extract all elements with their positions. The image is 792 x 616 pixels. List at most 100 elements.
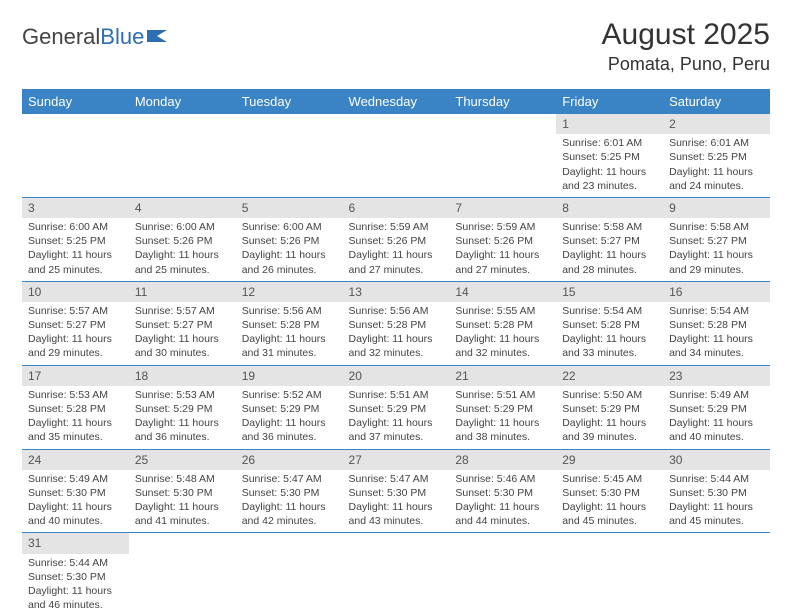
day-number: 9 [663,198,770,218]
daylight-text: Daylight: 11 hours [135,248,230,262]
daylight-text: and 27 minutes. [349,263,444,277]
day-content: Sunrise: 5:57 AMSunset: 5:27 PMDaylight:… [129,302,236,365]
sunset-text: Sunset: 5:28 PM [455,318,550,332]
sunset-text: Sunset: 5:29 PM [242,402,337,416]
calendar-cell: 31Sunrise: 5:44 AMSunset: 5:30 PMDayligh… [22,533,129,616]
day-content: Sunrise: 5:56 AMSunset: 5:28 PMDaylight:… [236,302,343,365]
sunset-text: Sunset: 5:29 PM [669,402,764,416]
daylight-text: Daylight: 11 hours [349,248,444,262]
daylight-text: and 32 minutes. [455,346,550,360]
calendar-cell: 17Sunrise: 5:53 AMSunset: 5:28 PMDayligh… [22,365,129,449]
calendar-cell: 16Sunrise: 5:54 AMSunset: 5:28 PMDayligh… [663,281,770,365]
calendar-week-row: 24Sunrise: 5:49 AMSunset: 5:30 PMDayligh… [22,449,770,533]
weekday-header: Monday [129,89,236,114]
sunset-text: Sunset: 5:30 PM [242,486,337,500]
daylight-text: Daylight: 11 hours [135,416,230,430]
sunset-text: Sunset: 5:29 PM [349,402,444,416]
daylight-text: Daylight: 11 hours [135,500,230,514]
sunset-text: Sunset: 5:28 PM [28,402,123,416]
weekday-header: Friday [556,89,663,114]
daylight-text: and 33 minutes. [562,346,657,360]
header: GeneralBlue August 2025 Pomata, Puno, Pe… [22,18,770,75]
day-content: Sunrise: 5:45 AMSunset: 5:30 PMDaylight:… [556,470,663,533]
daylight-text: and 45 minutes. [669,514,764,528]
calendar-cell: 22Sunrise: 5:50 AMSunset: 5:29 PMDayligh… [556,365,663,449]
daylight-text: and 26 minutes. [242,263,337,277]
day-number: 16 [663,282,770,302]
daylight-text: and 45 minutes. [562,514,657,528]
daylight-text: Daylight: 11 hours [135,332,230,346]
day-content: Sunrise: 6:00 AMSunset: 5:25 PMDaylight:… [22,218,129,281]
daylight-text: and 27 minutes. [455,263,550,277]
calendar-cell [129,533,236,616]
day-content: Sunrise: 5:53 AMSunset: 5:28 PMDaylight:… [22,386,129,449]
daylight-text: Daylight: 11 hours [242,500,337,514]
calendar-cell: 5Sunrise: 6:00 AMSunset: 5:26 PMDaylight… [236,197,343,281]
day-number: 6 [343,198,450,218]
sunrise-text: Sunrise: 6:00 AM [242,220,337,234]
sunset-text: Sunset: 5:28 PM [242,318,337,332]
day-content: Sunrise: 5:58 AMSunset: 5:27 PMDaylight:… [556,218,663,281]
day-content: Sunrise: 5:50 AMSunset: 5:29 PMDaylight:… [556,386,663,449]
calendar-week-row: 3Sunrise: 6:00 AMSunset: 5:25 PMDaylight… [22,197,770,281]
day-content: Sunrise: 5:59 AMSunset: 5:26 PMDaylight:… [343,218,450,281]
sunset-text: Sunset: 5:27 PM [135,318,230,332]
sunrise-text: Sunrise: 5:49 AM [669,388,764,402]
sunset-text: Sunset: 5:28 PM [669,318,764,332]
weekday-header: Tuesday [236,89,343,114]
daylight-text: Daylight: 11 hours [562,500,657,514]
calendar-cell: 11Sunrise: 5:57 AMSunset: 5:27 PMDayligh… [129,281,236,365]
sunset-text: Sunset: 5:27 PM [28,318,123,332]
sunrise-text: Sunrise: 6:00 AM [28,220,123,234]
day-number: 14 [449,282,556,302]
day-content: Sunrise: 5:49 AMSunset: 5:29 PMDaylight:… [663,386,770,449]
calendar-cell [343,114,450,197]
day-number: 10 [22,282,129,302]
day-content: Sunrise: 5:59 AMSunset: 5:26 PMDaylight:… [449,218,556,281]
sunset-text: Sunset: 5:26 PM [135,234,230,248]
daylight-text: Daylight: 11 hours [28,584,123,598]
sunset-text: Sunset: 5:29 PM [562,402,657,416]
daylight-text: Daylight: 11 hours [562,165,657,179]
sunrise-text: Sunrise: 5:59 AM [455,220,550,234]
sunset-text: Sunset: 5:25 PM [562,150,657,164]
sunrise-text: Sunrise: 6:01 AM [562,136,657,150]
daylight-text: and 29 minutes. [28,346,123,360]
day-number: 13 [343,282,450,302]
daylight-text: Daylight: 11 hours [455,416,550,430]
sunrise-text: Sunrise: 5:44 AM [669,472,764,486]
calendar-cell [22,114,129,197]
daylight-text: and 44 minutes. [455,514,550,528]
sunrise-text: Sunrise: 5:56 AM [349,304,444,318]
day-content: Sunrise: 6:00 AMSunset: 5:26 PMDaylight:… [236,218,343,281]
day-number: 5 [236,198,343,218]
day-content: Sunrise: 5:52 AMSunset: 5:29 PMDaylight:… [236,386,343,449]
day-content: Sunrise: 5:51 AMSunset: 5:29 PMDaylight:… [449,386,556,449]
day-number: 22 [556,366,663,386]
daylight-text: Daylight: 11 hours [669,416,764,430]
day-number: 27 [343,450,450,470]
sunrise-text: Sunrise: 5:56 AM [242,304,337,318]
calendar-cell: 10Sunrise: 5:57 AMSunset: 5:27 PMDayligh… [22,281,129,365]
daylight-text: and 46 minutes. [28,598,123,612]
daylight-text: and 32 minutes. [349,346,444,360]
daylight-text: and 24 minutes. [669,179,764,193]
calendar-cell: 2Sunrise: 6:01 AMSunset: 5:25 PMDaylight… [663,114,770,197]
day-number: 29 [556,450,663,470]
day-content: Sunrise: 5:49 AMSunset: 5:30 PMDaylight:… [22,470,129,533]
calendar-cell: 4Sunrise: 6:00 AMSunset: 5:26 PMDaylight… [129,197,236,281]
day-content: Sunrise: 5:54 AMSunset: 5:28 PMDaylight:… [556,302,663,365]
weekday-header: Sunday [22,89,129,114]
sunset-text: Sunset: 5:26 PM [455,234,550,248]
weekday-header-row: SundayMondayTuesdayWednesdayThursdayFrid… [22,89,770,114]
daylight-text: Daylight: 11 hours [28,332,123,346]
sunrise-text: Sunrise: 5:54 AM [562,304,657,318]
day-number: 24 [22,450,129,470]
month-title: August 2025 [602,18,770,52]
day-content: Sunrise: 6:00 AMSunset: 5:26 PMDaylight:… [129,218,236,281]
calendar-cell: 27Sunrise: 5:47 AMSunset: 5:30 PMDayligh… [343,449,450,533]
daylight-text: and 29 minutes. [669,263,764,277]
calendar-cell [236,114,343,197]
calendar-cell: 28Sunrise: 5:46 AMSunset: 5:30 PMDayligh… [449,449,556,533]
sunrise-text: Sunrise: 5:59 AM [349,220,444,234]
